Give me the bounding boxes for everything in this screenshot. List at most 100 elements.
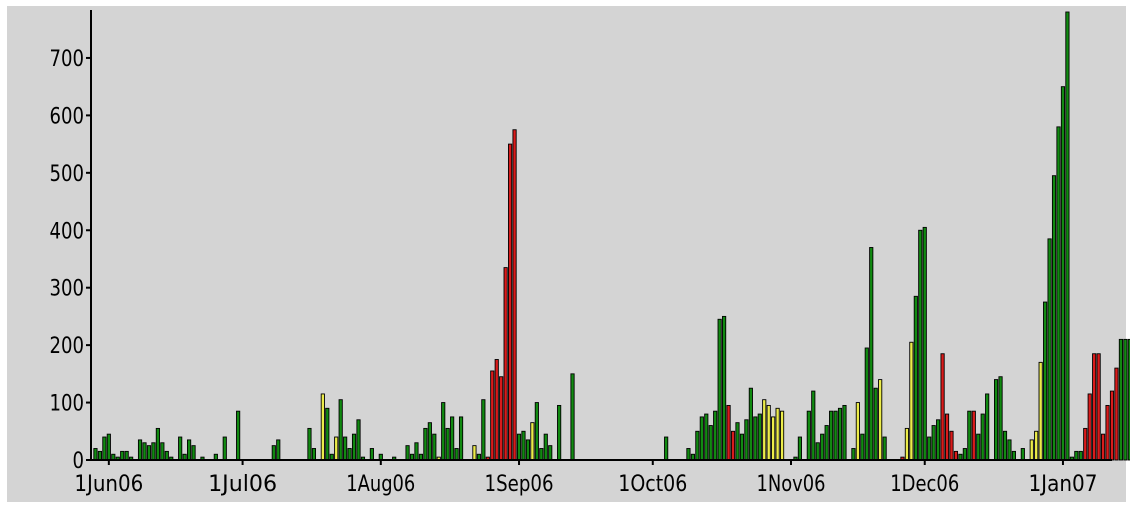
bar: [124, 450, 129, 461]
bar: [864, 347, 869, 461]
bar: [539, 448, 544, 461]
bar: [837, 407, 843, 461]
bar: [503, 267, 508, 461]
bar: [739, 433, 745, 461]
x-axis: 1Jun06 1Jul06 1Aug06 1Sep06 1Oct06 1Nov06 1Dec…: [74, 459, 1112, 497]
bar: [944, 413, 950, 461]
bar: [971, 410, 976, 461]
bar: [472, 445, 477, 461]
bar: [137, 439, 143, 461]
bar: [369, 448, 374, 461]
bar: [722, 315, 727, 461]
bar: [936, 419, 941, 461]
bar: [1034, 430, 1039, 461]
bar: [699, 416, 704, 461]
bar: [356, 419, 361, 461]
bar: [775, 407, 780, 461]
bar: [1096, 353, 1101, 461]
bar: [1020, 448, 1025, 461]
bar: [142, 442, 147, 461]
bar: [998, 376, 1003, 461]
bar: [1038, 361, 1043, 461]
bar: [1002, 430, 1008, 461]
bar: [824, 425, 829, 461]
bar: [347, 448, 352, 461]
x-tick-label: 1Dec06: [890, 472, 959, 497]
bar: [704, 413, 709, 461]
bar: [713, 410, 718, 461]
bar: [521, 430, 526, 461]
y-tick-label: 300: [50, 277, 85, 302]
plot-background: [7, 6, 1126, 502]
y-axis: 0 100 200 300 400 500 600 700: [50, 10, 92, 474]
bar: [458, 416, 464, 461]
bar: [236, 410, 241, 461]
bar: [820, 433, 825, 461]
bar: [1011, 450, 1016, 461]
x-tick-label: 1Jun06: [74, 472, 143, 497]
y-tick-label: 200: [50, 334, 85, 359]
bar: [797, 436, 802, 461]
bar: [325, 407, 330, 461]
bar: [1109, 390, 1115, 461]
bar: [913, 295, 918, 461]
y-tick-label: 500: [50, 162, 85, 187]
bar: [499, 376, 504, 461]
bar: [120, 450, 125, 461]
bar: [726, 404, 731, 461]
bar: [753, 416, 758, 461]
bar: [530, 422, 535, 461]
y-tick-label: 400: [50, 219, 85, 244]
bar: [779, 410, 785, 461]
bar: [1043, 301, 1048, 461]
bar: [191, 445, 196, 461]
bar: [976, 433, 981, 461]
bar: [909, 341, 914, 461]
bar: [1056, 126, 1061, 461]
bar: [450, 416, 455, 461]
bar: [748, 387, 753, 461]
bar: [918, 229, 923, 461]
bar: [311, 448, 317, 461]
bar: [1051, 175, 1057, 461]
bar: [570, 373, 575, 461]
bar: [806, 410, 811, 461]
bar: [427, 422, 432, 461]
bar: [953, 450, 959, 461]
bar: [557, 404, 562, 461]
bar: [432, 433, 437, 461]
bar: [512, 129, 517, 461]
bar: [664, 436, 669, 461]
bar: [994, 379, 999, 461]
bar: [187, 439, 192, 461]
bar: [276, 439, 281, 461]
bar: [980, 413, 985, 461]
bar: [833, 410, 838, 461]
bar: [922, 226, 927, 461]
bar: [155, 427, 160, 461]
bar: [1078, 450, 1083, 461]
x-tick-label: 1Nov06: [756, 472, 825, 497]
bar: [860, 433, 865, 461]
bar: [904, 427, 909, 461]
bar: [516, 433, 522, 461]
bar: [93, 448, 98, 461]
bar: [1060, 86, 1066, 461]
bar: [730, 430, 736, 461]
bar: [1029, 439, 1034, 461]
bar: [320, 393, 325, 461]
bar: [949, 430, 954, 461]
x-tick-label: 1Aug06: [346, 472, 415, 497]
bar: [102, 436, 107, 461]
bar: [878, 379, 883, 461]
bar: [441, 402, 446, 461]
bar: [1118, 338, 1124, 461]
bar: [543, 433, 548, 461]
bar: [106, 433, 111, 461]
bar: [351, 433, 357, 461]
bar: [985, 393, 990, 461]
bar: [1087, 393, 1092, 461]
bar: [695, 430, 700, 461]
